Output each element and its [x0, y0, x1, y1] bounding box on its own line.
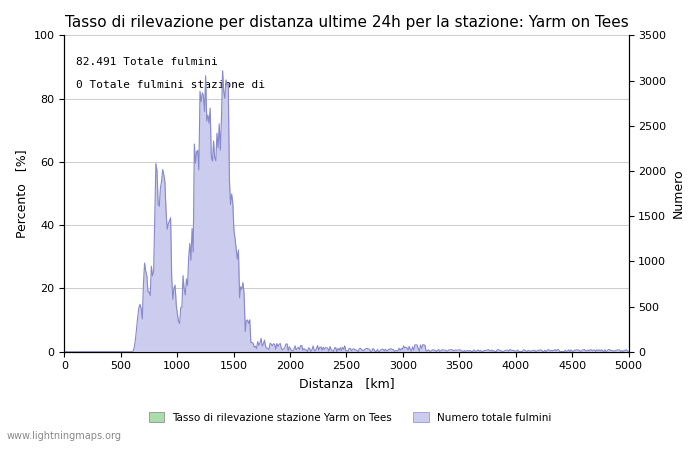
- X-axis label: Distanza   [km]: Distanza [km]: [299, 377, 394, 390]
- Y-axis label: Numero: Numero: [672, 169, 685, 218]
- Text: 0 Totale fulmini stazione di: 0 Totale fulmini stazione di: [76, 80, 265, 90]
- Text: 82.491 Totale fulmini: 82.491 Totale fulmini: [76, 58, 217, 68]
- Legend: Tasso di rilevazione stazione Yarm on Tees, Numero totale fulmini: Tasso di rilevazione stazione Yarm on Te…: [144, 408, 556, 427]
- Text: www.lightningmaps.org: www.lightningmaps.org: [7, 431, 122, 441]
- Title: Tasso di rilevazione per distanza ultime 24h per la stazione: Yarm on Tees: Tasso di rilevazione per distanza ultime…: [64, 15, 629, 30]
- Y-axis label: Percento   [%]: Percento [%]: [15, 149, 28, 238]
